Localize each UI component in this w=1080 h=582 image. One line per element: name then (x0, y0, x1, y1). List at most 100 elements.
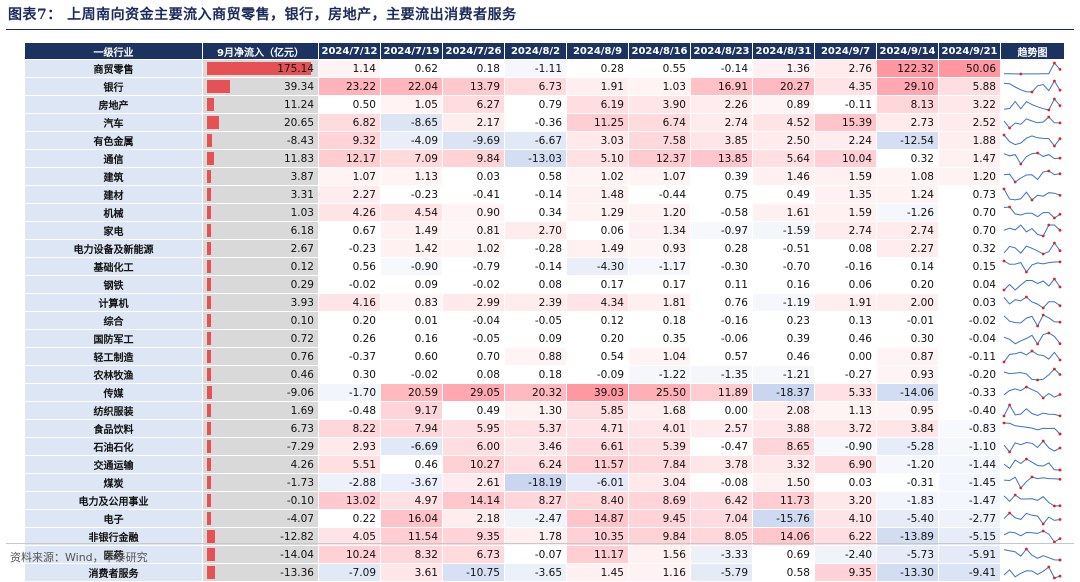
sparkline-marker (1058, 156, 1062, 160)
sparkline-series (1003, 98, 1061, 111)
sparkline-series (1003, 386, 1061, 399)
table-row: 商贸零售 175.14 1.14 0.62 0.18 -1.11 0.28 0.55 -0.14… (24, 59, 1065, 78)
weekly-flow-cell: 8.69 (628, 491, 691, 510)
weekly-flow-cell: -4.30 (566, 257, 629, 276)
sparkline-marker (1058, 518, 1062, 521)
weekly-flow-cell: -0.23 (380, 185, 443, 204)
trend-sparkline (1002, 277, 1062, 292)
weekly-flow-cell: 1.36 (752, 59, 815, 78)
sparkline-series (1003, 368, 1061, 381)
weekly-flow-cell: 0.20 (566, 329, 629, 348)
industry-name: 纺织服装 (24, 401, 203, 420)
weekly-flow-cell: -0.06 (690, 329, 753, 348)
industry-name: 钢铁 (24, 275, 203, 294)
sep-inflow-bar (207, 512, 211, 525)
sparkline-marker (1025, 295, 1028, 299)
trend-sparkline-cell (1000, 509, 1065, 528)
sep-inflow-cell: -8.43 (202, 131, 319, 150)
table-row: 传媒 -9.06 -1.70 20.59 29.05 20.32 39.03 25.50 11.… (24, 383, 1065, 402)
weekly-flow-cell: -0.01 (876, 311, 939, 330)
weekly-flow-cell: 4.16 (318, 293, 381, 312)
weekly-flow-cell: 0.11 (690, 275, 753, 294)
sparkline-marker (1030, 475, 1034, 479)
sparkline-marker (1002, 259, 1006, 263)
weekly-flow-cell: 3.84 (876, 419, 939, 438)
weekly-flow-cell: 11.54 (380, 527, 443, 546)
sparkline-marker (1041, 396, 1045, 400)
trend-sparkline-cell (1000, 347, 1065, 366)
trend-sparkline-cell (1000, 203, 1065, 222)
sparkline-marker (1030, 198, 1034, 202)
weekly-flow-cell: -13.30 (876, 563, 939, 582)
sparkline-series (1003, 278, 1061, 291)
weekly-flow-cell: -0.04 (938, 329, 1001, 348)
header-industry: 一级行业 (24, 42, 203, 60)
weekly-flow-cell: 7.09 (380, 149, 443, 168)
weekly-flow-cell: 5.33 (814, 383, 877, 402)
sparkline-marker (1058, 121, 1062, 125)
weekly-flow-cell: 14.06 (752, 527, 815, 546)
weekly-flow-cell: -0.09 (566, 365, 629, 384)
industry-name: 煤炭 (24, 473, 203, 492)
sparkline-marker (1053, 367, 1056, 371)
trend-sparkline (1003, 439, 1062, 454)
weekly-flow-cell: 0.87 (876, 347, 939, 366)
weekly-flow-cell: -0.02 (442, 275, 505, 294)
sparkline-series (1003, 206, 1061, 219)
weekly-flow-cell: 12.17 (318, 149, 381, 168)
sep-inflow-value: -8.43 (286, 134, 314, 147)
weekly-flow-cell: 2.08 (752, 401, 815, 420)
weekly-flow-cell: 8.13 (876, 95, 939, 114)
header-week: 2024/9/14 (876, 42, 939, 60)
weekly-flow-cell: -0.70 (752, 257, 815, 276)
trend-sparkline-cell (1000, 545, 1065, 564)
weekly-flow-cell: 1.13 (814, 401, 877, 420)
weekly-flow-cell: 122.32 (876, 59, 939, 78)
weekly-flow-cell: 22.04 (380, 77, 443, 96)
sep-inflow-cell: 11.83 (202, 149, 319, 168)
table-row: 综合 0.10 0.20 0.01 -0.04 -0.05 0.12 0.18 -0.16 0.2… (24, 311, 1065, 330)
weekly-flow-cell: 4.01 (628, 419, 691, 438)
table-row: 消费者服务 -13.36 -7.09 3.61 -10.75 -3.65 1.45 1.16-… (24, 563, 1065, 582)
trend-sparkline (1003, 511, 1062, 526)
sep-inflow-bar (207, 170, 211, 183)
sep-inflow-bar (207, 80, 230, 93)
weekly-flow-cell: -0.90 (380, 257, 443, 276)
sparkline-marker (1019, 486, 1023, 490)
weekly-flow-cell: 2.52 (938, 113, 1001, 132)
weekly-flow-cell: -1.26 (876, 203, 939, 222)
sep-inflow-bar (207, 242, 211, 255)
weekly-flow-cell: 4.71 (566, 419, 629, 438)
industry-name: 商贸零售 (24, 59, 203, 78)
weekly-flow-cell: 4.10 (814, 509, 877, 528)
trend-sparkline (1003, 151, 1062, 166)
weekly-flow-cell: 5.39 (628, 437, 691, 456)
sparkline-marker (1058, 504, 1062, 508)
weekly-flow-cell: 6.74 (628, 113, 691, 132)
sep-inflow-value: 6.18 (290, 224, 314, 237)
weekly-flow-cell: 0.23 (752, 311, 815, 330)
weekly-flow-cell: 0.70 (938, 221, 1001, 240)
sparkline-marker (1053, 144, 1056, 148)
weekly-flow-cell: 1.88 (938, 131, 1001, 150)
weekly-flow-cell: 16.04 (380, 509, 443, 528)
weekly-flow-cell: 1.81 (628, 293, 691, 312)
header-week: 2024/7/26 (442, 42, 505, 60)
sparkline-series (1003, 440, 1061, 453)
weekly-flow-cell: -0.02 (380, 365, 443, 384)
sparkline-marker (1041, 522, 1045, 526)
industry-name: 银行 (24, 77, 203, 96)
weekly-flow-cell: 50.06 (938, 59, 1001, 78)
weekly-flow-cell: 9.17 (380, 401, 443, 420)
weekly-flow-cell: 0.26 (318, 329, 381, 348)
sep-inflow-cell: -14.04 (202, 545, 319, 564)
weekly-flow-cell: 0.32 (938, 239, 1001, 258)
sep-inflow-cell: 3.93 (202, 293, 319, 312)
sep-inflow-bar (207, 404, 211, 417)
weekly-flow-cell: -0.31 (876, 473, 939, 492)
industry-name: 通信 (24, 149, 203, 168)
sparkline-marker (1053, 576, 1056, 580)
weekly-flow-cell: 0.57 (690, 347, 753, 366)
weekly-flow-cell: 2.57 (690, 419, 753, 438)
trend-sparkline-cell (1000, 95, 1065, 114)
